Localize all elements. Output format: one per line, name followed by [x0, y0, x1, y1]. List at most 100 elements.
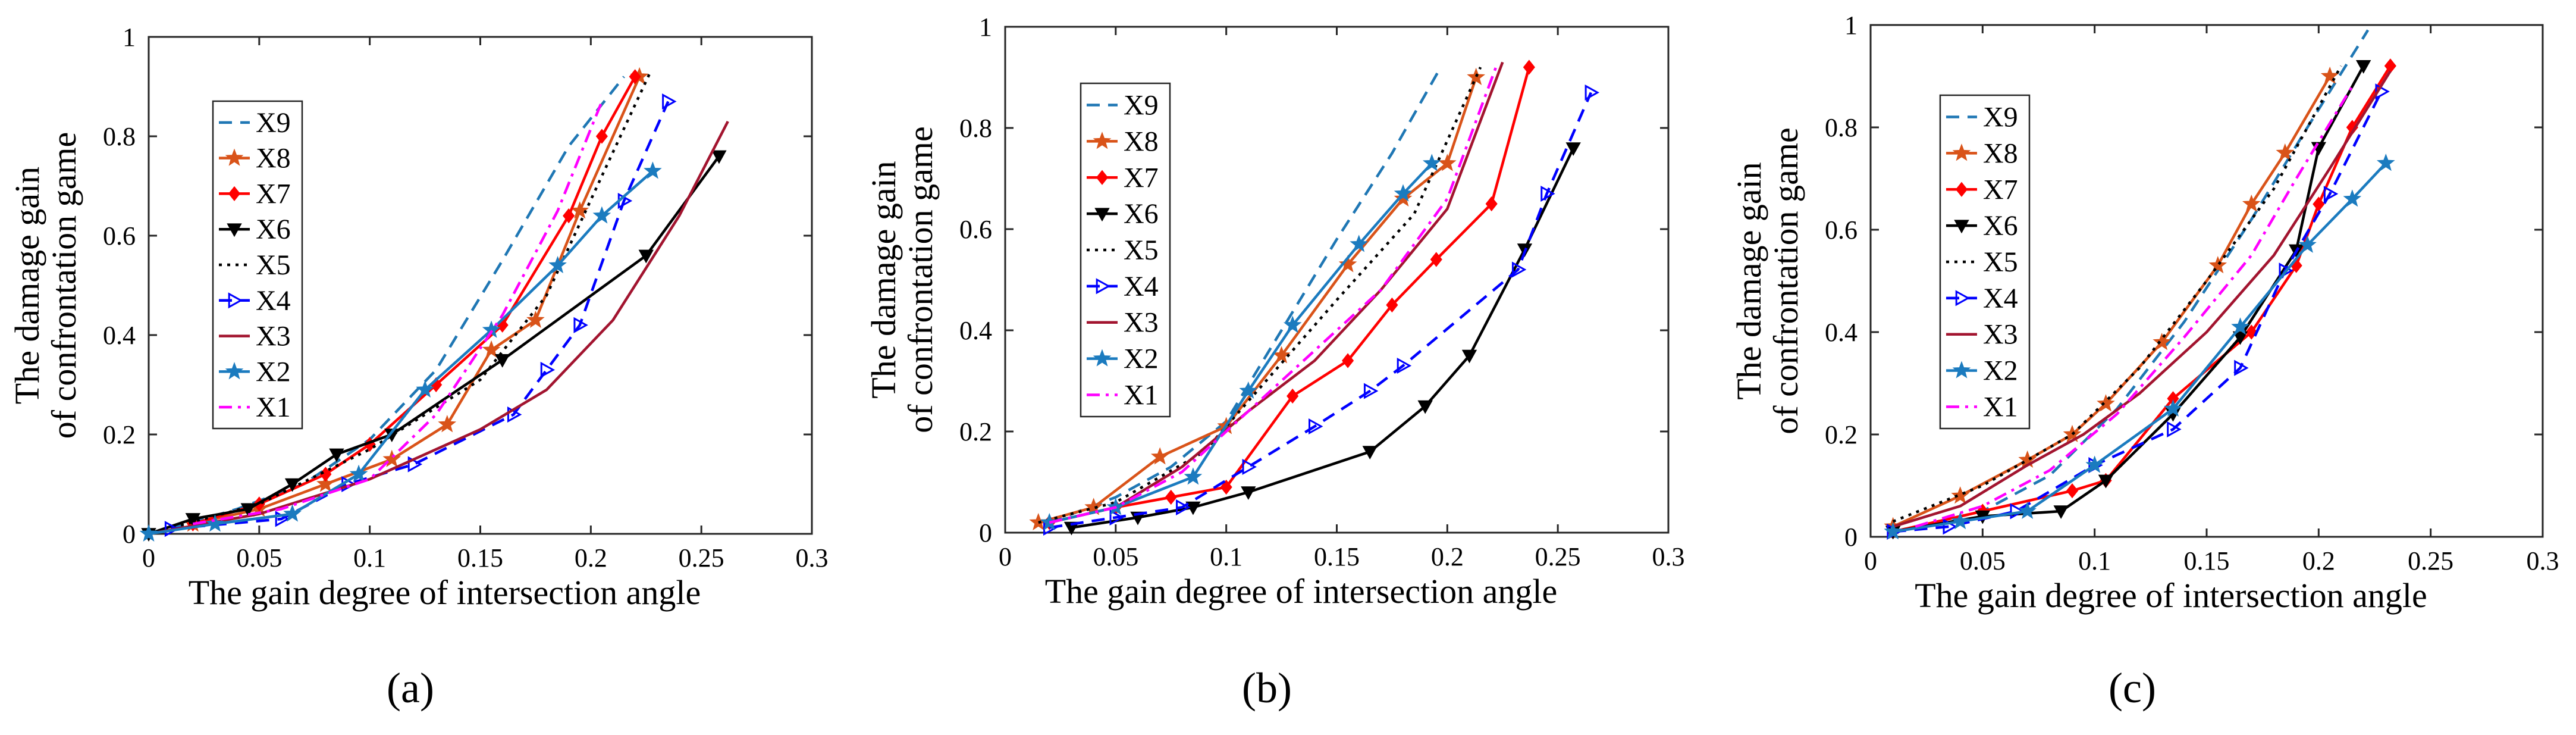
x-tick-label: 0.1 — [353, 543, 386, 573]
legend-label: X5 — [1983, 246, 2018, 278]
legend-label: X4 — [1124, 271, 1159, 302]
y-tick-label: 0.2 — [103, 420, 136, 449]
series-line — [170, 76, 625, 530]
data-point — [2234, 359, 2249, 376]
data-point — [1220, 479, 1232, 495]
x-tick-label: 0.25 — [679, 543, 724, 573]
data-point — [595, 129, 608, 144]
data-point — [284, 478, 300, 492]
series-X9 — [1049, 66, 1442, 524]
series-X1 — [1915, 86, 2354, 528]
data-point — [1241, 486, 1256, 501]
legend-label: X9 — [1124, 90, 1159, 121]
series-line — [1893, 29, 2370, 533]
y-tick-label: 0.2 — [959, 417, 992, 446]
legend-label: X7 — [256, 178, 291, 209]
legend-label: X8 — [1983, 137, 2018, 169]
data-point — [316, 474, 335, 492]
x-tick-label: 0 — [1864, 546, 1877, 576]
series-line — [1049, 92, 1592, 529]
y-tick-label: 1 — [1844, 11, 1858, 40]
data-point — [1176, 499, 1191, 516]
legend-marker — [227, 223, 242, 237]
data-point — [2085, 455, 2104, 473]
data-point — [407, 456, 423, 473]
data-point — [2323, 186, 2339, 202]
x-tick-label: 0.2 — [1431, 542, 1464, 571]
y-axis-label-line: The damage gain — [1730, 162, 1768, 399]
data-point — [1951, 486, 1970, 504]
data-point — [2153, 333, 2172, 351]
data-point — [1242, 458, 1257, 476]
legend-marker — [1955, 182, 1968, 197]
legend-label: X3 — [1124, 307, 1159, 339]
data-point — [573, 317, 588, 333]
legend-label: X3 — [256, 321, 291, 352]
legend: X9 X8 X7 X6 X5 X4 X3 X2 X1 — [212, 100, 303, 430]
data-point — [2018, 501, 2037, 520]
series-line — [1892, 65, 2342, 523]
legend-label: X3 — [1983, 319, 2018, 351]
series-line — [1893, 90, 2383, 533]
panel-label: (a) — [387, 664, 434, 712]
data-point — [563, 208, 575, 224]
y-axis-label-line: of confrontation game — [901, 126, 940, 433]
legend-label: X7 — [1983, 174, 2018, 205]
data-point — [494, 354, 510, 368]
panel-label: (c) — [2109, 664, 2156, 712]
data-point — [2313, 196, 2325, 212]
data-point — [2355, 60, 2371, 74]
data-point — [1342, 353, 1354, 368]
series-X6 — [141, 150, 727, 542]
data-point — [1461, 349, 1477, 364]
data-point — [1422, 154, 1441, 171]
legend-marker — [228, 292, 243, 309]
series-line — [148, 71, 652, 536]
data-point — [283, 504, 302, 522]
x-axis-label: The gain degree of intersection angle — [189, 573, 701, 612]
x-tick-label: 0 — [999, 542, 1012, 571]
data-point — [1386, 297, 1398, 313]
data-point — [2376, 154, 2395, 171]
data-point — [2164, 399, 2182, 417]
data-point — [1951, 512, 1970, 530]
y-tick-label: 1 — [979, 12, 992, 42]
legend-label: X7 — [1124, 162, 1159, 193]
data-point — [2053, 505, 2069, 520]
legend-label: X2 — [1983, 355, 2018, 387]
y-tick-label: 1 — [123, 23, 136, 52]
data-point — [2245, 324, 2258, 340]
data-point — [1438, 154, 1457, 171]
panel-1: 0 0.05 0.1 0.15 0.2 0.25 0.3 0 0.2 0.4 0.6 0.8 1 The … — [864, 12, 1685, 712]
data-point — [2242, 194, 2261, 212]
y-tick-label: 0.2 — [1825, 420, 1858, 449]
data-point — [1063, 521, 1080, 536]
legend-label: X1 — [1124, 379, 1159, 411]
x-tick-label: 0.15 — [2184, 546, 2230, 576]
legend-label: X8 — [1124, 126, 1159, 157]
x-tick-label: 0.3 — [2527, 546, 2559, 576]
legend-marker — [1094, 208, 1110, 222]
y-axis-label-line: of confrontation game — [45, 132, 83, 439]
x-tick-label: 0.05 — [236, 543, 282, 573]
legend: X9 X8 X7 X6 X5 X4 X3 X2 X1 — [1939, 94, 2031, 430]
data-point — [507, 406, 522, 423]
data-point — [1084, 498, 1103, 515]
series-X5 — [148, 71, 652, 536]
data-point — [629, 69, 641, 85]
data-point — [2167, 421, 2182, 437]
legend-marker — [1954, 220, 1969, 234]
series-X9 — [1893, 29, 2370, 533]
data-point — [1417, 400, 1433, 414]
y-axis-label-line: of confrontation game — [1767, 127, 1805, 434]
data-point — [1394, 184, 1413, 202]
data-point — [2279, 262, 2293, 279]
data-point — [526, 310, 545, 329]
data-point — [382, 449, 401, 467]
series-X1 — [192, 101, 603, 526]
series-line — [148, 120, 729, 536]
y-tick-label: 0.4 — [959, 316, 992, 345]
series-line — [1049, 67, 1498, 524]
